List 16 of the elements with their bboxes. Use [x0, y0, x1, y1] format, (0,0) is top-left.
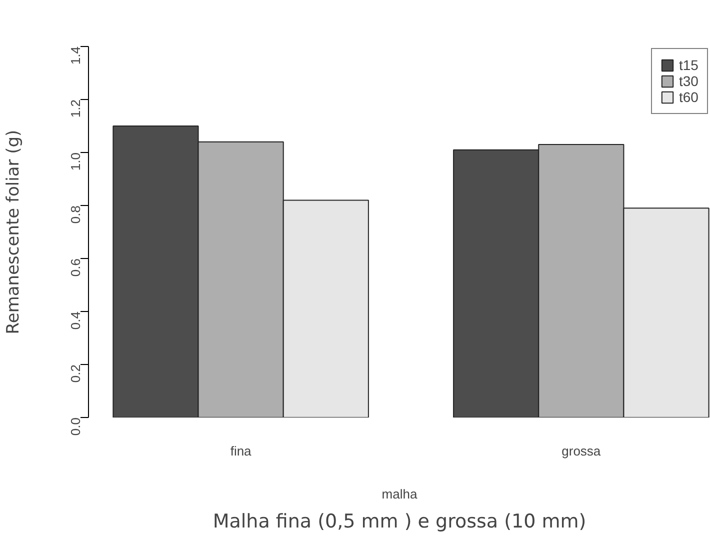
legend-label: t60 — [679, 89, 699, 105]
y-tick-label: 1.0 — [68, 152, 83, 171]
y-tick-label: 1.2 — [68, 99, 83, 118]
y-tick-label: 0.0 — [68, 417, 83, 436]
x-axis-title: malha — [382, 486, 418, 502]
x-tick-label: grossa — [562, 444, 602, 458]
y-tick-label: 0.4 — [68, 311, 83, 330]
y-tick-label: 1.4 — [68, 46, 83, 65]
x-tick-label: fina — [230, 444, 252, 458]
y-axis-title: Remanescente foliar (g) — [4, 130, 24, 334]
y-tick-label: 0.8 — [68, 205, 83, 224]
y-tick-label: 0.6 — [68, 258, 83, 277]
text: Malha fina (0,5 mm ) e grossa (10 mm) — [212, 510, 586, 532]
legend-label: t15 — [679, 57, 699, 73]
legend-label: t30 — [679, 73, 699, 89]
y-tick-label: 0.2 — [68, 364, 83, 383]
